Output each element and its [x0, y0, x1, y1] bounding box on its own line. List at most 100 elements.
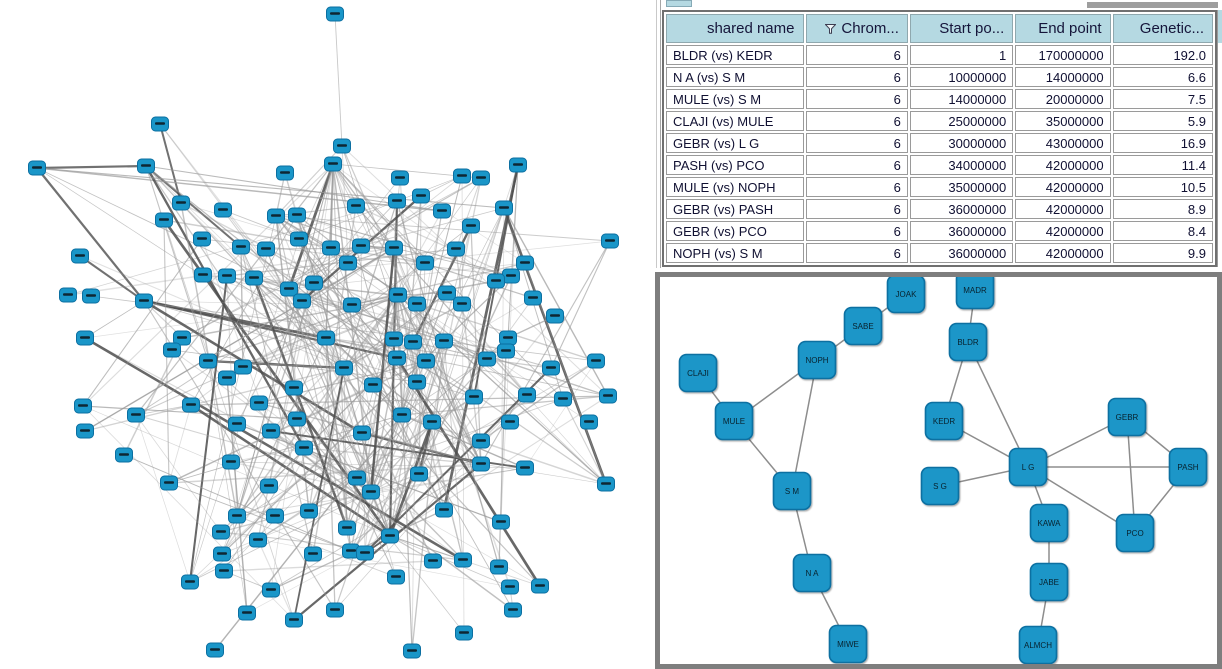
network-edge[interactable]: [202, 274, 345, 369]
network-edge[interactable]: [84, 247, 395, 432]
network-node[interactable]: [454, 552, 472, 568]
network-node[interactable]: [172, 195, 190, 211]
network-node[interactable]: [213, 546, 231, 562]
network-edge[interactable]: [370, 360, 597, 493]
network-node[interactable]: [343, 297, 361, 313]
network-edge[interactable]: [123, 454, 352, 552]
network-edge[interactable]: [332, 163, 497, 282]
network-node[interactable]: [262, 582, 280, 598]
network-node[interactable]: [416, 255, 434, 271]
network-node[interactable]: [304, 546, 322, 562]
network-node[interactable]: [423, 414, 441, 430]
network-node[interactable]: [587, 353, 605, 369]
network-node[interactable]: [295, 440, 313, 456]
network-edge[interactable]: [334, 414, 403, 611]
network-edge[interactable]: [190, 214, 298, 406]
network-node[interactable]: [391, 170, 409, 186]
network-node[interactable]: [155, 212, 173, 228]
network-edge[interactable]: [443, 340, 464, 561]
network-node[interactable]: [447, 241, 465, 257]
network-edge[interactable]: [332, 163, 564, 400]
network-edge[interactable]: [145, 165, 242, 248]
network-edge[interactable]: [346, 473, 420, 529]
network-node[interactable]: [76, 330, 94, 346]
network-node[interactable]: [524, 290, 542, 306]
network-edge[interactable]: [143, 299, 363, 435]
network-edge[interactable]: [207, 360, 248, 614]
network-node[interactable]: [338, 520, 356, 536]
network-node[interactable]: [531, 578, 549, 594]
network-node[interactable]: [137, 158, 155, 174]
network-node[interactable]: [347, 198, 365, 214]
network-edge[interactable]: [135, 163, 334, 416]
network-edge[interactable]: [303, 447, 482, 465]
network-node[interactable]: [597, 476, 615, 492]
network-node[interactable]: [199, 353, 217, 369]
filter-icon[interactable]: [824, 23, 838, 34]
network-node[interactable]: [599, 388, 617, 404]
network-node[interactable]: [300, 503, 318, 519]
table-row[interactable]: GEBR (vs) L G 6 30000000 43000000 16.9: [666, 133, 1213, 153]
network-edge[interactable]: [207, 360, 345, 369]
network-node[interactable]: [249, 532, 267, 548]
network-edge[interactable]: [296, 214, 395, 249]
subnetwork-node-S-M[interactable]: S M: [772, 471, 812, 511]
network-edge[interactable]: [370, 467, 526, 493]
column-header-genetic[interactable]: Genetic...: [1112, 14, 1213, 43]
network-node[interactable]: [387, 569, 405, 585]
column-header-chromosome[interactable]: Chrom...: [805, 14, 908, 43]
network-edge[interactable]: [135, 247, 395, 416]
column-header-shared-name[interactable]: shared name: [666, 14, 804, 43]
network-node[interactable]: [228, 508, 246, 524]
network-edge[interactable]: [265, 248, 414, 343]
network-node[interactable]: [364, 377, 382, 393]
network-edge[interactable]: [389, 275, 512, 537]
network-node[interactable]: [495, 200, 513, 216]
network-node[interactable]: [465, 389, 483, 405]
network-edge[interactable]: [270, 463, 482, 591]
network-edge[interactable]: [79, 255, 345, 369]
network-edge[interactable]: [341, 145, 349, 264]
network-node[interactable]: [127, 407, 145, 423]
network-node[interactable]: [424, 553, 442, 569]
network-node[interactable]: [215, 563, 233, 579]
network-edge[interactable]: [258, 360, 427, 404]
dense-network-canvas[interactable]: [0, 0, 655, 669]
table-row[interactable]: PASH (vs) PCO 6 34000000 42000000 11.4: [666, 155, 1213, 175]
subnetwork-node-S-G[interactable]: S G: [920, 466, 960, 506]
network-edge[interactable]: [298, 238, 397, 578]
network-node[interactable]: [245, 270, 263, 286]
network-edge[interactable]: [343, 177, 482, 369]
network-edge[interactable]: [393, 247, 418, 383]
network-node[interactable]: [348, 470, 366, 486]
network-edge[interactable]: [389, 535, 464, 561]
network-node[interactable]: [250, 395, 268, 411]
network-node[interactable]: [410, 466, 428, 482]
subnetwork-node-GEBR[interactable]: GEBR: [1107, 397, 1147, 437]
subnetwork-node-CLAJI[interactable]: CLAJI: [678, 353, 718, 393]
network-edge[interactable]: [79, 255, 145, 302]
network-edge[interactable]: [507, 164, 519, 339]
network-edge[interactable]: [524, 360, 597, 469]
network-edge[interactable]: [188, 275, 229, 583]
network-edge[interactable]: [341, 145, 609, 397]
table-row[interactable]: GEBR (vs) PCO 6 36000000 42000000 8.4: [666, 221, 1213, 241]
network-edge[interactable]: [82, 405, 391, 537]
network-edge[interactable]: [257, 210, 443, 541]
table-row[interactable]: MULE (vs) NOPH 6 35000000 42000000 10.5: [666, 177, 1213, 197]
subnetwork-node-ALMCH[interactable]: ALMCH: [1018, 625, 1058, 664]
subnetwork-node-PCO[interactable]: PCO: [1115, 513, 1155, 553]
network-edge[interactable]: [270, 292, 448, 432]
network-edge[interactable]: [135, 414, 222, 533]
network-edge[interactable]: [135, 294, 399, 416]
network-edge[interactable]: [416, 381, 464, 561]
network-edge[interactable]: [253, 277, 609, 397]
network-node[interactable]: [501, 579, 519, 595]
network-edge[interactable]: [369, 247, 396, 493]
network-edge[interactable]: [313, 282, 482, 465]
subnetwork-node-MULE[interactable]: MULE: [714, 401, 754, 441]
network-node[interactable]: [288, 411, 306, 427]
network-edge[interactable]: [500, 207, 505, 523]
table-row[interactable]: GEBR (vs) PASH 6 36000000 42000000 8.9: [666, 199, 1213, 219]
subnetwork-node-SABE[interactable]: SABE: [843, 306, 883, 346]
